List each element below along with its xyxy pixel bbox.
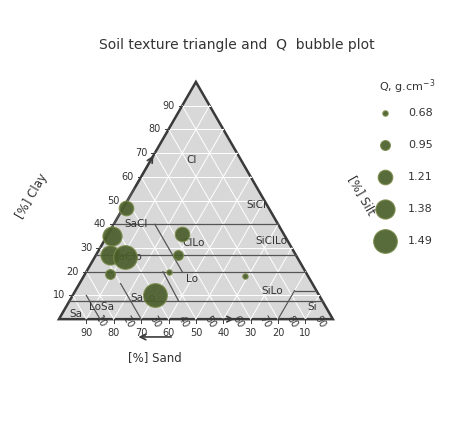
Text: 70: 70 — [135, 148, 147, 158]
Text: 50: 50 — [190, 328, 202, 338]
Point — [381, 206, 389, 212]
Text: 60: 60 — [230, 314, 245, 330]
Text: SaCl: SaCl — [124, 219, 147, 229]
Text: Sa: Sa — [69, 309, 82, 319]
Text: 80: 80 — [285, 314, 300, 330]
Text: 1.21: 1.21 — [408, 172, 433, 182]
Text: 60: 60 — [163, 328, 174, 338]
Polygon shape — [59, 82, 333, 319]
Text: 30: 30 — [245, 328, 257, 338]
Text: 30: 30 — [80, 243, 92, 253]
Text: 80: 80 — [108, 328, 120, 338]
Text: ClLo: ClLo — [182, 238, 204, 248]
Point — [165, 268, 173, 275]
Text: Q, g.cm$^{-3}$: Q, g.cm$^{-3}$ — [380, 77, 436, 96]
Text: SaClo: SaClo — [112, 253, 142, 263]
Text: 50: 50 — [108, 195, 120, 206]
Point — [381, 141, 389, 148]
Text: 1.38: 1.38 — [408, 204, 433, 214]
Text: 70: 70 — [135, 328, 147, 338]
Text: [%] Silt: [%] Silt — [345, 174, 378, 218]
Text: 10: 10 — [93, 314, 108, 330]
Text: [%] Sand: [%] Sand — [128, 351, 182, 364]
Text: 30: 30 — [148, 314, 163, 330]
Text: 60: 60 — [121, 172, 134, 182]
Text: SaLo: SaLo — [130, 293, 155, 303]
Text: [%] Clay: [%] Clay — [13, 171, 50, 221]
Text: 40: 40 — [217, 328, 229, 338]
Text: 50: 50 — [203, 314, 218, 330]
Point — [178, 231, 186, 237]
Text: 10: 10 — [300, 328, 311, 338]
Point — [381, 173, 389, 180]
Text: 0.95: 0.95 — [408, 140, 433, 150]
Text: Cl: Cl — [187, 155, 197, 165]
Text: SiClLo: SiClLo — [255, 236, 287, 246]
Text: 0.68: 0.68 — [408, 108, 433, 118]
Text: 20: 20 — [272, 328, 284, 338]
Point — [109, 233, 116, 239]
Text: 90: 90 — [312, 314, 327, 330]
Text: 40: 40 — [94, 219, 106, 229]
Text: Si: Si — [308, 302, 317, 312]
Text: SiLo: SiLo — [262, 286, 283, 296]
Text: Lo: Lo — [186, 274, 198, 284]
Point — [121, 254, 128, 261]
Text: 90: 90 — [80, 328, 92, 338]
Point — [122, 204, 130, 211]
Point — [106, 271, 113, 277]
Point — [381, 110, 389, 116]
Text: 20: 20 — [120, 314, 136, 330]
Title: Soil texture triangle and  Q  bubble plot: Soil texture triangle and Q bubble plot — [99, 38, 375, 52]
Point — [151, 292, 159, 299]
Text: 80: 80 — [149, 124, 161, 135]
Point — [174, 252, 182, 258]
Text: SiCl: SiCl — [246, 200, 266, 210]
Text: 90: 90 — [162, 101, 174, 111]
Text: 20: 20 — [66, 267, 79, 277]
Text: 40: 40 — [175, 314, 190, 330]
Text: LoSa: LoSa — [89, 302, 114, 312]
Point — [381, 237, 389, 244]
Text: 10: 10 — [53, 291, 65, 300]
Point — [106, 252, 113, 258]
Point — [241, 273, 249, 280]
Text: 1.49: 1.49 — [408, 236, 433, 246]
Text: 70: 70 — [257, 314, 273, 330]
